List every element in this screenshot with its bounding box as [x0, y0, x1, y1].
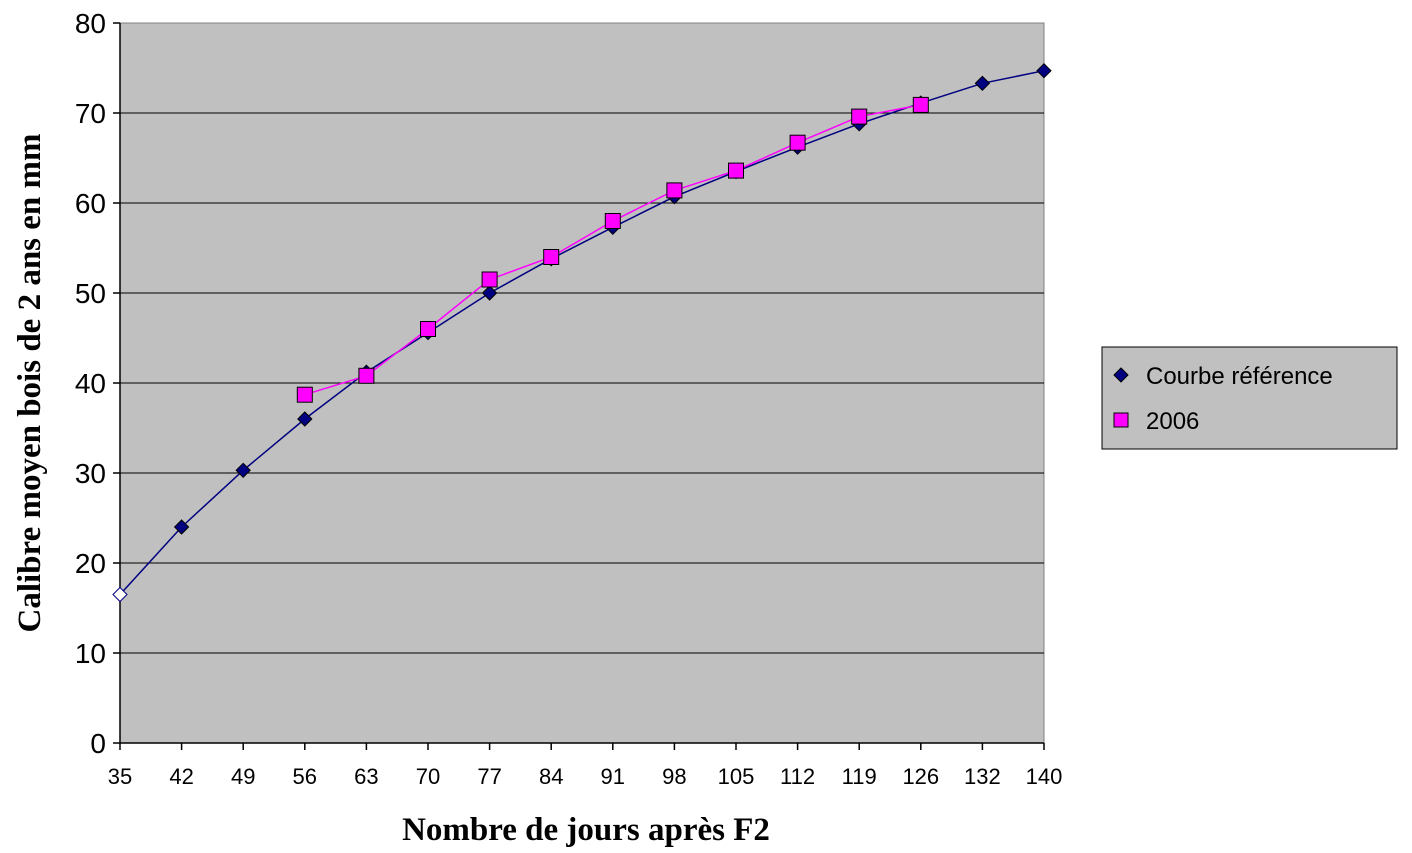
y-tick-label: 30	[75, 458, 106, 489]
series-line	[119, 69, 1045, 596]
legend-box	[1101, 346, 1398, 450]
legend-label-reference: Courbe référence	[1146, 363, 1333, 390]
data-point-square	[728, 162, 744, 179]
data-point-diamond	[235, 462, 251, 479]
legend: Courbe référence 2006	[1101, 346, 1398, 450]
x-tick-label: 140	[1026, 764, 1063, 789]
x-tick-label: 112	[780, 764, 815, 789]
y-tick-label: 10	[75, 638, 106, 669]
legend-label-2006: 2006	[1146, 408, 1199, 435]
data-point-diamond	[297, 411, 313, 427]
data-point-square	[912, 96, 929, 113]
data-point-diamond	[974, 75, 991, 92]
y-axis-title: Calibre moyen bois de 2 ans en mm	[12, 134, 48, 633]
x-tick-label: 77	[477, 764, 501, 789]
data-point-square	[296, 386, 313, 403]
y-tick-label: 50	[75, 278, 106, 309]
series-1	[296, 96, 929, 403]
x-tick-label: 91	[601, 764, 625, 789]
x-tick-label: 84	[539, 764, 563, 789]
data-point-diamond	[112, 586, 128, 603]
x-tick-label: 126	[902, 764, 939, 789]
data-point-square	[420, 321, 436, 337]
data-point-diamond	[173, 519, 190, 535]
x-tick-label: 56	[293, 764, 317, 789]
data-point-diamond	[1036, 62, 1052, 79]
x-axis-title: Nombre de jours après F2	[402, 812, 770, 848]
y-tick-label: 40	[75, 368, 106, 399]
data-point-square	[666, 182, 683, 199]
data-point-square	[789, 134, 806, 151]
x-tick-label: 63	[354, 764, 378, 789]
x-tick-labels: 35 42 49 56 63 70 77 84 91 98 105 112 119 126 132 140	[108, 743, 1063, 789]
y-tick-label: 60	[75, 188, 106, 219]
x-tick-label: 105	[718, 764, 755, 789]
series	[112, 62, 1052, 603]
y-tick-label: 70	[75, 98, 106, 129]
x-tick-label: 42	[169, 764, 193, 789]
x-tick-label: 119	[842, 764, 877, 789]
y-tick-labels: 0 10 20 30 40 50 60 70 80	[75, 8, 120, 759]
data-point-square	[851, 108, 868, 125]
data-point-square	[358, 367, 375, 384]
x-tick-label: 132	[964, 764, 1001, 789]
x-tick-label: 35	[108, 764, 132, 789]
data-point-square	[481, 271, 498, 288]
data-point-square	[543, 249, 560, 265]
data-point-diamond	[481, 285, 498, 301]
legend-square-marker	[1113, 412, 1129, 428]
y-tick-label: 20	[75, 548, 106, 579]
legend-diamond-marker	[1113, 367, 1129, 383]
x-tick-label: 98	[662, 764, 686, 789]
y-tick-label: 80	[75, 8, 106, 39]
data-point-square	[604, 213, 621, 229]
x-tick-label: 49	[231, 764, 255, 789]
y-tick-label: 0	[90, 728, 106, 759]
x-tick-label: 70	[416, 764, 440, 789]
